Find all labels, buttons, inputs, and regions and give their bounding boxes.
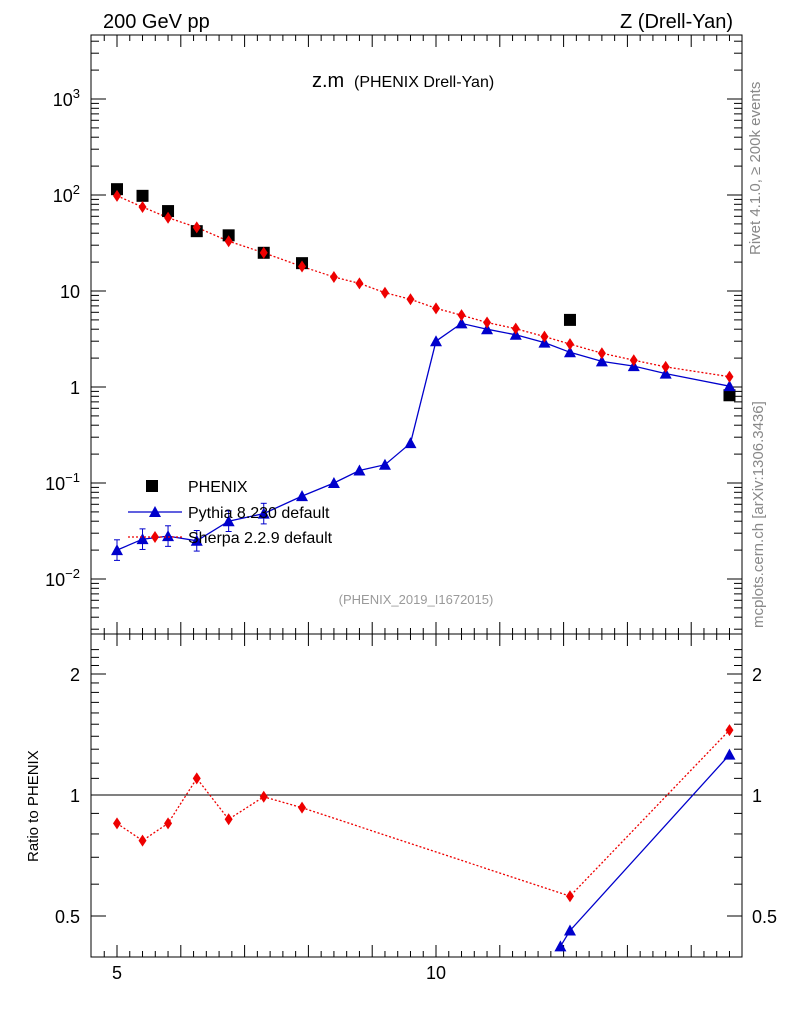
sherpa-ratio-point	[138, 834, 147, 847]
plot-title: z.m	[312, 70, 344, 92]
legend-marker-sherpa	[151, 531, 159, 543]
sherpa-point	[224, 235, 233, 248]
sherpa-point	[661, 360, 670, 373]
legend-marker-pythia	[149, 506, 161, 517]
plot-subtitle: (PHENIX Drell-Yan)	[354, 74, 494, 91]
pythia-point	[257, 507, 270, 519]
pythia-ratio-point	[554, 940, 567, 952]
pythia-point	[723, 380, 736, 392]
y-tick-label-main: 102	[53, 182, 80, 206]
sherpa-point	[725, 370, 734, 383]
analysis-id: (PHENIX_2019_I1672015)	[339, 592, 494, 607]
y-tick-label-main: 10	[60, 282, 80, 302]
sherpa-ratio-point	[224, 813, 233, 826]
pythia-point	[190, 534, 203, 546]
sherpa-point	[329, 270, 338, 283]
phenix-point	[563, 313, 576, 326]
sherpa-point	[259, 246, 268, 259]
sherpa-ratio-point	[164, 817, 173, 830]
sherpa-point	[192, 221, 201, 234]
sherpa-point	[380, 286, 389, 299]
pythia-ratio-line	[559, 754, 730, 947]
pythia-point	[296, 490, 309, 502]
pythia-point	[563, 346, 576, 358]
pythia-point	[659, 367, 672, 379]
axes: 5 10 10−2 10−1 1 10 102 103 0.5 0.5 1 1 2 2	[45, 35, 777, 983]
pythia-point	[595, 355, 608, 367]
sherpa-point	[164, 211, 173, 224]
header-right: Z (Drell-Yan)	[620, 11, 733, 33]
pythia-point	[136, 533, 149, 545]
sherpa-ratio-point	[113, 817, 121, 830]
phenix-point	[136, 189, 149, 202]
ratio-series-markers	[113, 724, 736, 952]
y-tick-label-ratio-right: 1	[752, 786, 762, 806]
x-tick-label: 5	[112, 963, 122, 983]
sherpa-point	[355, 277, 364, 290]
sherpa-point	[511, 322, 520, 335]
y-tick-label-ratio-right: 2	[752, 665, 762, 685]
pythia-point	[327, 477, 340, 488]
y-tick-label-main: 10−1	[45, 470, 80, 494]
rivet-label: Rivet 4.1.0, ≥ 200k events	[747, 82, 764, 255]
ratio-series-lines	[116, 729, 730, 947]
y-tick-label-ratio-left: 2	[70, 665, 80, 685]
ratio-ylabel: Ratio to PHENIX	[25, 750, 42, 862]
y-tick-label-ratio-left: 1	[70, 786, 80, 806]
pythia-ratio-point	[563, 924, 576, 936]
main-series-lines	[116, 195, 730, 551]
phenix-point	[723, 389, 736, 402]
y-tick-label-main: 103	[53, 86, 80, 110]
sherpa-ratio-point	[259, 790, 268, 803]
legend: PHENIX Pythia 8.230 default Sherpa 2.2.9…	[128, 479, 333, 547]
sherpa-point	[432, 302, 440, 315]
pythia-point	[455, 317, 468, 329]
sherpa-point	[457, 309, 466, 322]
pythia-ratio-point	[723, 748, 736, 760]
pythia-point	[222, 515, 235, 527]
sherpa-point	[138, 200, 147, 213]
sherpa-ratio-line	[116, 729, 730, 897]
sherpa-line	[116, 195, 730, 378]
sherpa-point	[298, 260, 307, 273]
header-left: 200 GeV pp	[103, 11, 210, 33]
legend-label-sherpa: Sherpa 2.2.9 default	[188, 530, 333, 547]
legend-marker-phenix	[146, 480, 158, 492]
y-tick-label-ratio-left: 0.5	[55, 907, 80, 927]
pythia-point	[111, 544, 123, 556]
sherpa-point	[597, 347, 606, 360]
pythia-point	[404, 437, 417, 449]
sherpa-point	[540, 330, 549, 343]
sherpa-point	[629, 354, 638, 367]
sherpa-ratio-point	[192, 772, 201, 785]
pythia-point	[378, 458, 391, 470]
x-tick-label: 10	[426, 963, 446, 983]
sherpa-point	[406, 293, 415, 306]
phenix-point	[162, 205, 175, 218]
sherpa-point	[565, 338, 574, 351]
phenix-point	[111, 183, 123, 196]
y-tick-label-main: 1	[70, 378, 80, 398]
main-series-markers	[111, 183, 736, 561]
legend-label-pythia: Pythia 8.230 default	[188, 505, 330, 522]
pythia-point	[162, 530, 175, 542]
pythia-point	[481, 323, 494, 335]
sherpa-ratio-point	[725, 724, 734, 737]
pythia-point	[353, 464, 366, 476]
sherpa-point	[113, 189, 121, 202]
sherpa-point	[483, 316, 492, 329]
y-tick-label-main: 10−2	[45, 566, 80, 590]
mcplots-label: mcplots.cern.ch [arXiv:1306.3436]	[750, 401, 767, 628]
legend-label-phenix: PHENIX	[188, 479, 248, 496]
sherpa-ratio-point	[565, 890, 574, 903]
sherpa-ratio-point	[298, 801, 307, 814]
y-tick-label-ratio-right: 0.5	[752, 907, 777, 927]
pythia-point	[430, 335, 442, 347]
